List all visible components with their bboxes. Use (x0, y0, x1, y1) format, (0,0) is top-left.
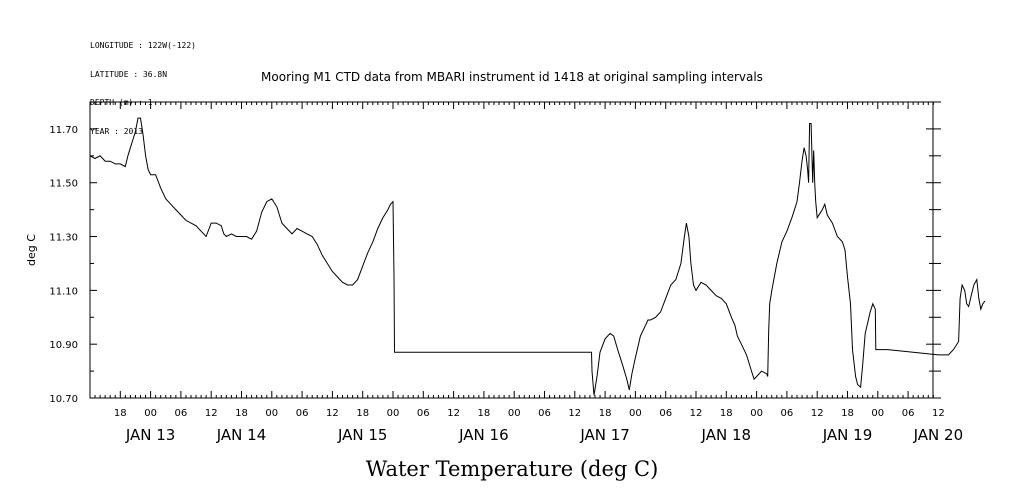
x-day-label: JAN 19 (822, 426, 873, 444)
x-tick-label: 18 (356, 408, 369, 419)
y-tick-labels: 10.70 10.90 11.10 11.30 11.50 11.70 (49, 125, 78, 405)
x-tick-label: 18 (235, 408, 248, 419)
x-day-label: JAN 14 (216, 426, 267, 444)
x-tick-label: 18 (114, 408, 127, 419)
x-tick-label: 06 (538, 408, 551, 419)
plot-frame (89, 101, 934, 399)
y-axis-label: deg C (25, 234, 38, 266)
x-day-label: JAN 15 (337, 426, 388, 444)
y-tick-label: 10.90 (49, 340, 78, 351)
meta-longitude: LONGITUDE : 122W(-122) (90, 41, 196, 50)
x-day-label: JAN 16 (458, 426, 509, 444)
x-tick-label: 12 (568, 408, 581, 419)
y-tick-label: 11.10 (49, 286, 78, 297)
x-day-label: JAN 13 (125, 426, 176, 444)
meta-year: YEAR : 2013 (90, 126, 143, 136)
x-tick-label: 06 (659, 408, 672, 419)
y-tick-label: 10.70 (49, 394, 78, 405)
series-line-water-temperature (89, 117, 986, 396)
meta-latitude: LATITUDE : 36.8N (90, 69, 168, 79)
x-tick-label: 18 (599, 408, 612, 419)
x-tick-label: 12 (326, 408, 339, 419)
x-tick-label: 12 (205, 408, 218, 419)
chart-title: Mooring M1 CTD data from MBARI instrumen… (261, 70, 763, 84)
x-tick-label: 12 (811, 408, 824, 419)
x-day-label: JAN 17 (579, 426, 630, 444)
x-day-label: JAN 20 (913, 426, 964, 444)
x-tick-label: 00 (387, 408, 400, 419)
x-tick-label: 06 (175, 408, 188, 419)
x-tick-label: 00 (265, 408, 278, 419)
x-tick-label: 06 (296, 408, 309, 419)
x-tick-label: 12 (932, 408, 945, 419)
x-tick-label: 12 (690, 408, 703, 419)
y-tick-label: 11.30 (49, 233, 78, 244)
x-day-labels: JAN 13 JAN 14 JAN 15 JAN 16 JAN 17 JAN 18 JAN … (125, 426, 963, 444)
x-tick-label: 18 (720, 408, 733, 419)
y-tick-label: 11.50 (49, 179, 78, 190)
axis-ticks (89, 101, 941, 399)
x-tick-label: 00 (629, 408, 642, 419)
x-tick-label: 06 (781, 408, 794, 419)
x-tick-label: 00 (750, 408, 763, 419)
x-tick-label: 18 (478, 408, 491, 419)
x-tick-label: 06 (902, 408, 915, 419)
x-tick-label: 00 (508, 408, 521, 419)
x-tick-label: 12 (447, 408, 460, 419)
x-day-label: JAN 18 (701, 426, 752, 444)
y-tick-label: 11.70 (49, 125, 78, 136)
x-tick-labels: 18 00 06 12 18 00 06 12 18 00 06 12 18 00 06 12 18 00 06 12… (114, 408, 945, 419)
x-tick-label: 00 (144, 408, 157, 419)
x-axis-label: Water Temperature (deg C) (366, 457, 659, 481)
x-tick-label: 06 (417, 408, 430, 419)
x-tick-label: 18 (841, 408, 854, 419)
x-tick-label: 00 (871, 408, 884, 419)
